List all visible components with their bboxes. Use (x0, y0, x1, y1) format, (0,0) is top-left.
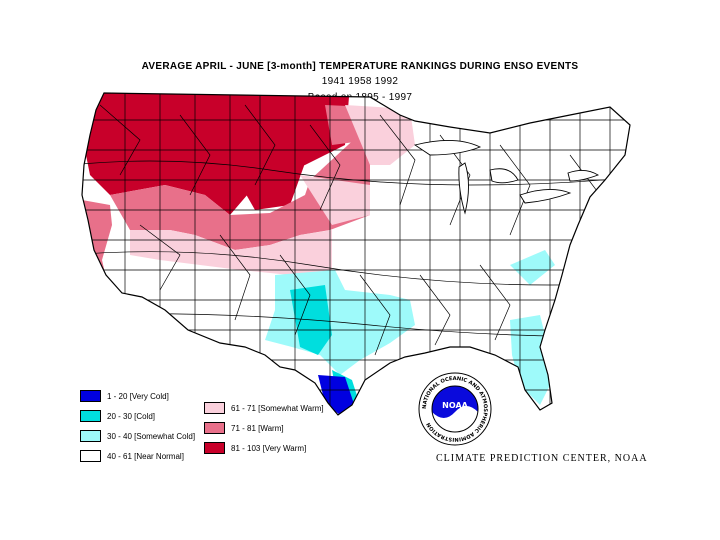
legend-label: 30 - 40 [Somewhat Cold] (107, 431, 196, 441)
map-years: 1941 1958 1992 (321, 76, 399, 87)
legend-item-near-normal: 40 - 61 [Near Normal] (80, 449, 184, 463)
legend-swatch (80, 430, 101, 442)
legend-swatch (80, 410, 101, 422)
legend-item-very-cold: 1 - 20 [Very Cold] (80, 389, 169, 403)
credit-text: CLIMATE PREDICTION CENTER, NOAA (436, 453, 648, 464)
legend-item-warm: 71 - 81 [Warm] (204, 421, 284, 435)
legend-item-somewhat-warm: 61 - 71 [Somewhat Warm] (204, 401, 324, 415)
legend-label: 20 - 30 [Cold] (107, 411, 156, 421)
legend-swatch (80, 450, 101, 462)
legend-item-cold: 20 - 30 [Cold] (80, 409, 155, 423)
noaa-logo: NATIONAL OCEANIC AND ATMOSPHERIC ADMINIS… (418, 372, 492, 446)
logo-text: NOAA (442, 401, 468, 410)
legend-label: 81 - 103 [Very Warm] (231, 443, 307, 453)
legend-swatch (204, 442, 225, 454)
legend-swatch (80, 390, 101, 402)
legend-item-very-warm: 81 - 103 [Very Warm] (204, 441, 306, 455)
legend-label: 61 - 71 [Somewhat Warm] (231, 403, 324, 413)
legend-label: 40 - 61 [Near Normal] (107, 451, 184, 461)
map-title: AVERAGE APRIL - JUNE [3-month] TEMPERATU… (141, 61, 579, 72)
legend-label: 71 - 81 [Warm] (231, 423, 284, 433)
us-climate-division-map (81, 92, 631, 416)
legend-item-somewhat-cold: 30 - 40 [Somewhat Cold] (80, 429, 195, 443)
legend-swatch (204, 422, 225, 434)
legend-label: 1 - 20 [Very Cold] (107, 391, 169, 401)
legend-swatch (204, 402, 225, 414)
